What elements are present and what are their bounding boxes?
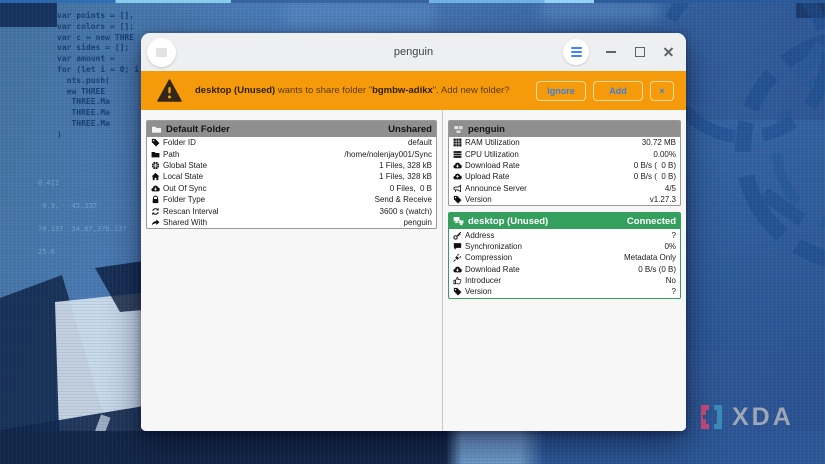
- row-synchronization: Synchronization 0%: [449, 241, 680, 252]
- plug-icon: [453, 253, 462, 263]
- devices-column: penguin RAM Utilization 30.72 MB CPU Uti…: [443, 110, 686, 431]
- remote-device-title: desktop (Unused): [468, 215, 549, 227]
- hamburger-icon: [570, 47, 582, 49]
- wallpaper-dark-block: [796, 0, 825, 18]
- monitor-network-icon: [453, 216, 464, 227]
- chat-icon: [453, 242, 462, 251]
- ram-icon: [453, 138, 462, 147]
- syncthing-window: penguin desktop (Unused) wants to share …: [141, 33, 686, 431]
- share-device-name: desktop (Unused): [195, 85, 276, 96]
- main-content: Default Folder Unshared Folder ID defaul…: [141, 110, 686, 431]
- row-global-state: Global State 1 Files, 328 kB: [147, 160, 436, 171]
- folder-title: Default Folder: [166, 123, 230, 135]
- share-notification-banner: desktop (Unused) wants to share folder "…: [141, 71, 686, 110]
- wallpaper-bottom-strip: [0, 431, 825, 464]
- maximize-button[interactable]: [633, 45, 647, 59]
- folders-column: Default Folder Unshared Folder ID defaul…: [141, 110, 443, 431]
- row-compression: Compression Metadata Only: [449, 252, 680, 263]
- folder-panel-default: Default Folder Unshared Folder ID defaul…: [146, 120, 437, 230]
- close-button[interactable]: [662, 45, 676, 59]
- remote-device-header[interactable]: desktop (Unused) Connected: [449, 213, 680, 230]
- key-icon: [453, 231, 462, 240]
- maximize-icon: [635, 47, 645, 57]
- cloud-down-icon: [453, 161, 462, 170]
- row-folder-id: Folder ID default: [147, 137, 436, 148]
- minimize-button[interactable]: [604, 45, 618, 59]
- app-icon-button[interactable]: [147, 37, 176, 67]
- local-device-header[interactable]: penguin: [449, 121, 680, 137]
- row-introducer: Introducer No: [449, 275, 680, 286]
- tag-icon: [151, 138, 160, 147]
- share-folder-id: bgmbw-adikx: [372, 85, 433, 96]
- window-title: penguin: [393, 46, 434, 58]
- device-panel-remote: desktop (Unused) Connected Address ? Syn…: [448, 212, 681, 299]
- local-device-title: penguin: [468, 123, 505, 135]
- row-folder-type: Folder Type Send & Receive: [147, 194, 436, 205]
- cpu-icon: [453, 150, 462, 159]
- xda-brackets-icon: [701, 405, 722, 429]
- device-panel-local: penguin RAM Utilization 30.72 MB CPU Uti…: [448, 120, 681, 207]
- remote-device-status-badge: Connected: [626, 215, 676, 227]
- wallpaper-band: [686, 120, 825, 350]
- tag-icon: [453, 195, 462, 204]
- folder-panel-header[interactable]: Default Folder Unshared: [147, 121, 436, 137]
- folder-icon: [151, 150, 160, 159]
- row-cpu-utilization: CPU Utilization 0.00%: [449, 148, 680, 159]
- row-upload-rate: Upload Rate 0 B/s ( 0 B): [449, 171, 680, 182]
- cloud-up-icon: [453, 172, 462, 181]
- megaphone-icon: [453, 184, 462, 193]
- row-local-state: Local State 1 Files, 328 kB: [147, 171, 436, 182]
- warning-icon: [157, 79, 182, 102]
- row-out-of-sync: Out Of Sync 0 Files, 0 B: [147, 183, 436, 194]
- device-icon: [453, 124, 464, 135]
- row-download-rate-remote: Download Rate 0 B/s (0 B): [449, 264, 680, 275]
- add-button[interactable]: Add: [593, 80, 643, 101]
- folder-white-icon: [151, 124, 162, 135]
- wallpaper-light-patch: [540, 0, 660, 20]
- hamburger-menu-button[interactable]: [563, 39, 589, 65]
- thumbs-up-icon: [453, 276, 462, 285]
- row-download-rate-local: Download Rate 0 B/s ( 0 B): [449, 160, 680, 171]
- refresh-icon: [151, 207, 160, 216]
- cloud-down-icon: [453, 265, 462, 274]
- xda-watermark: XDA: [697, 402, 794, 432]
- home-icon: [151, 172, 160, 181]
- row-address: Address ?: [449, 229, 680, 240]
- app-icon: [156, 47, 167, 57]
- row-rescan-interval: Rescan Interval 3600 s (watch): [147, 205, 436, 216]
- row-ram-utilization: RAM Utilization 30.72 MB: [449, 137, 680, 148]
- share-notification-text: desktop (Unused) wants to share folder "…: [195, 85, 510, 96]
- row-shared-with: Shared With penguin: [147, 217, 436, 228]
- row-path: Path /home/nolenjay001/Sync: [147, 148, 436, 159]
- dismiss-button[interactable]: ×: [650, 80, 674, 101]
- lock-icon: [151, 195, 160, 204]
- window-titlebar: penguin: [141, 33, 686, 71]
- tag-icon: [453, 287, 462, 296]
- minimize-icon: [606, 51, 616, 53]
- wallpaper-dark-block: [0, 0, 57, 27]
- row-version-local: Version v1.27.3: [449, 194, 680, 205]
- share-icon: [151, 218, 160, 227]
- row-announce-server: Announce Server 4/5: [449, 183, 680, 194]
- ignore-button[interactable]: Ignore: [536, 80, 586, 101]
- row-version-remote: Version ?: [449, 286, 680, 297]
- globe-icon: [151, 161, 160, 170]
- wallpaper-light-patch: [285, 2, 435, 28]
- folder-status-badge: Unshared: [388, 123, 432, 135]
- wallpaper-top-edge: [0, 0, 825, 3]
- xda-watermark-text: XDA: [732, 402, 794, 431]
- cloud-down-icon: [151, 184, 160, 193]
